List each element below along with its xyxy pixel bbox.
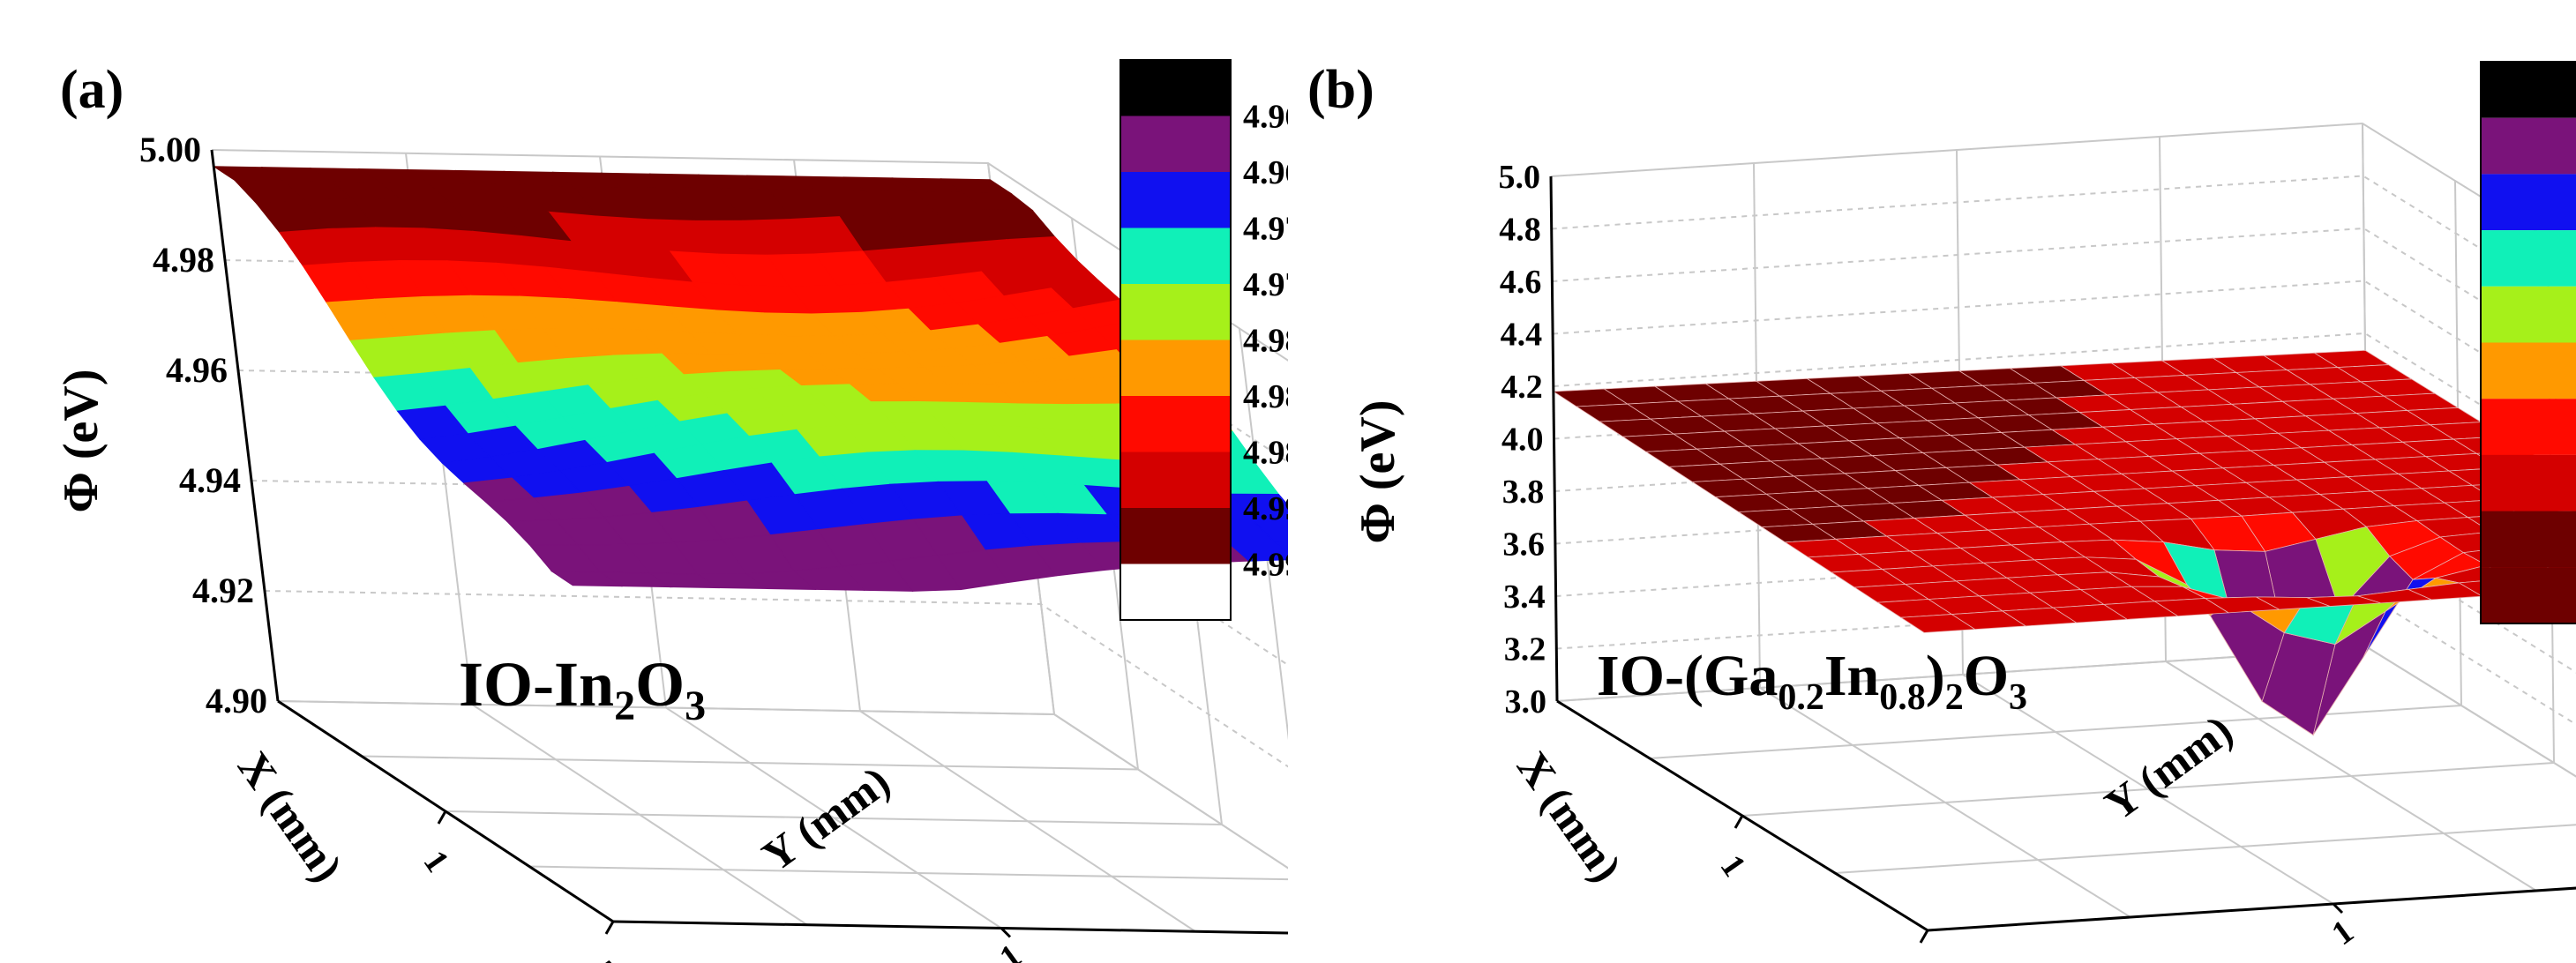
colorbar-swatch [2481,117,2576,175]
annotation-b: IO-(Ga0.2In0.8)2O3 [1597,644,2027,718]
annotation-a: IO-In2O3 [459,649,706,729]
z-tick-label: 4.98 [153,240,214,280]
floor-gridline [1962,674,2334,905]
z-axis-line [1549,175,1559,702]
colorbar-swatch [2481,174,2576,231]
colorbar-swatch [1120,396,1231,452]
colorbar-label: 4.989 [1243,435,1288,472]
x-axis-label-b: X (mm) [1508,743,1632,890]
floor-gridline [859,710,1196,933]
z-tick-label: 3.8 [1502,474,1545,511]
colorbar-frame [2480,61,2576,624]
y-tick-label: 1 [2325,913,2361,952]
y-tick-mark [1000,927,1012,938]
colorbar-label: 4.964 [1243,99,1288,136]
colorbar-swatch [1120,228,1231,284]
z-axis-line [210,149,280,702]
z-tick-label: 4.0 [1501,422,1544,459]
panel-b-label: (b) [1307,60,1374,120]
y-tick-mark [2332,902,2344,914]
surface-patch [550,571,623,587]
colorbar-swatch [2481,511,2576,568]
z-tick-label: 4.8 [1499,212,1541,249]
colorbar-label: 4.993 [1243,490,1288,527]
chart-panel-b: 3.03.23.43.63.84.04.24.44.64.85.0 1212 (… [1288,0,2576,963]
floor-gridline [1834,824,2576,874]
colorbar-swatch [2481,286,2576,343]
colorbar-label: 4.985 [1243,378,1288,415]
y-tick-label: 1 [993,937,1029,963]
colorbar-swatch [2481,62,2576,118]
x-tick-label: 1 [1713,848,1753,884]
x-tick-label: 2 [584,954,624,963]
z-tick-label: 4.96 [166,350,228,390]
colorbar-swatch [2481,454,2576,511]
colorbar-swatch [1120,340,1231,396]
x-tick-mark [1734,815,1744,829]
colorbar-swatch [2481,230,2576,287]
chart-a-svg: 4.904.924.944.964.985.00 1212 (a) Φ (eV)… [54,59,1288,963]
chart-b-svg: 3.03.23.43.63.84.04.24.44.64.85.0 1212 (… [1307,60,2576,952]
z-tick-label: 4.2 [1501,369,1543,406]
z-tick-label: 3.2 [1504,631,1546,668]
z-axis-label-a: Φ (eV) [54,369,109,512]
colorbar-label: 4.972 [1243,211,1288,248]
wall-gridline [1556,594,2576,726]
x-tick-mark [604,921,615,935]
colorbar-swatch [1120,508,1231,564]
z-tick-label: 4.92 [192,571,254,610]
z-tick-label: 3.6 [1502,526,1545,564]
colorbar-swatch [1120,564,1231,620]
colorbar-label: 4.977 [1243,266,1288,303]
colorbar-swatch [1120,172,1231,228]
x-tick-mark [437,810,447,825]
floor-gridline [2165,661,2537,892]
colorbar-swatch [1120,116,1231,172]
y-axis-line [612,920,1288,935]
panel-a-label: (a) [60,60,124,120]
z-axis-label-b: Φ (eV) [1351,399,1405,543]
z-tick-label: 3.4 [1503,579,1546,616]
x-tick-mark [1919,929,1929,944]
colorbar-frame [1120,59,1232,621]
colorbar-swatch [2481,342,2576,399]
colorbar-swatch [2481,567,2576,623]
wall-gridline [1239,328,1288,741]
colorbar-label: 4.981 [1243,323,1288,360]
x-tick-label: 1 [416,844,456,879]
colorbar-swatch [1120,60,1231,116]
z-tick-label: 5.00 [139,130,201,169]
wall-gridline [264,590,1288,768]
x-axis-label-a: X (mm) [228,743,353,890]
colorbar-swatch [2481,399,2576,455]
z-tick-label: 4.6 [1500,264,1542,301]
z-tick-label: 4.4 [1501,317,1543,354]
colorbar-b: 3.9163.9503.9834.0174.0514.0844.1184.151… [2480,61,2576,624]
z-tick-label: 3.0 [1505,683,1547,720]
chart-b-surface [1552,349,2576,736]
floor-gridline [528,865,1288,881]
colorbar-label: 4.997 [1243,547,1288,584]
z-tick-label: 5.0 [1499,159,1541,196]
floor-gridline [1927,887,2576,931]
z-tick-label: 4.94 [179,460,241,500]
colorbar-a: 4.964 4.968 4.972 4.977 4.981 4.985 4.989 4.993… [1120,59,1288,621]
colorbar-swatch [1120,284,1231,340]
y-axis-line [1927,886,2576,932]
wall-gridline [1550,122,2576,257]
colorbar-swatch [1120,452,1231,508]
chart-panel-a: 4.904.924.944.964.985.00 1212 (a) Φ (eV)… [54,59,1288,963]
colorbar-label: 4.968 [1243,154,1288,191]
z-tick-label: 4.90 [206,681,267,720]
surface-patch [1899,614,1976,633]
floor-gridline [665,706,1002,929]
